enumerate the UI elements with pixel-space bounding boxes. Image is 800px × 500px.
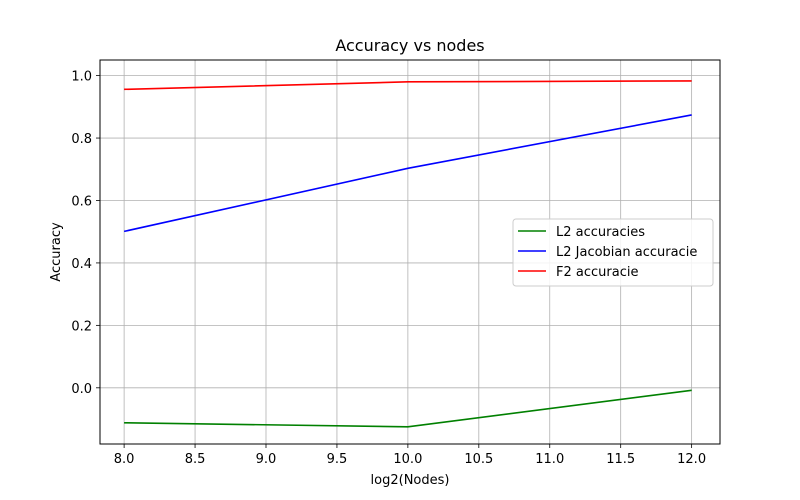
series-line-2 [124, 80, 692, 91]
x-tick-label: 11.0 [535, 452, 564, 467]
ticks: 8.0 8.5 9.0 9.5 10.0 10.5 11.0 11.5 12.0 0.0 0.2 0.… [71, 70, 706, 467]
legend: L2 accuracies L2 Jacobian accuracie F2 acc… [512, 218, 714, 287]
series-lines [123, 80, 692, 428]
x-tick-label: 9.0 [256, 452, 277, 467]
y-tick-label: 0.2 [71, 319, 92, 334]
x-tick-label: 8.5 [185, 452, 206, 467]
y-tick-label: 0.6 [71, 194, 92, 209]
legend-box [512, 218, 714, 287]
y-tick-label: 1.0 [71, 70, 92, 85]
x-tick-label: 10.5 [464, 452, 493, 467]
chart-title: Accuracy vs nodes [335, 36, 484, 55]
y-tick-label: 0.0 [71, 382, 92, 397]
y-axis-label: Accuracy [49, 222, 64, 282]
y-tick-label: 0.8 [71, 132, 92, 147]
legend-label: L2 Jacobian accuracie [556, 245, 697, 260]
y-tick-label: 0.4 [71, 257, 92, 272]
x-tick-label: 11.5 [606, 452, 635, 467]
series-line-1 [123, 114, 692, 233]
x-tick-label: 8.0 [114, 452, 135, 467]
x-tick-label: 12.0 [677, 452, 706, 467]
x-axis-label: log2(Nodes) [371, 473, 450, 488]
grid [100, 60, 720, 444]
x-tick-label: 10.0 [393, 452, 422, 467]
legend-label: F2 accuracie [556, 265, 638, 280]
series-line-0 [124, 389, 692, 428]
x-tick-label: 9.5 [327, 452, 348, 467]
legend-label: L2 accuracies [556, 225, 645, 240]
plot-frame [99, 59, 721, 445]
